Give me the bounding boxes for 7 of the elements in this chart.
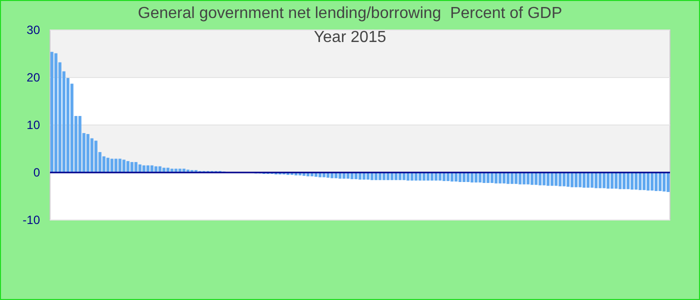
chart-title: General government net lending/borrowing Percent of GDP (138, 5, 562, 22)
y-tick-label: -10 (22, 212, 40, 227)
y-tick-label: 10 (26, 118, 40, 132)
y-tick-label: 30 (26, 22, 40, 37)
chart-subtitle: Year 2015 (314, 29, 386, 46)
y-tick-label: 0 (33, 165, 40, 180)
y-tick-label: 20 (26, 70, 40, 84)
